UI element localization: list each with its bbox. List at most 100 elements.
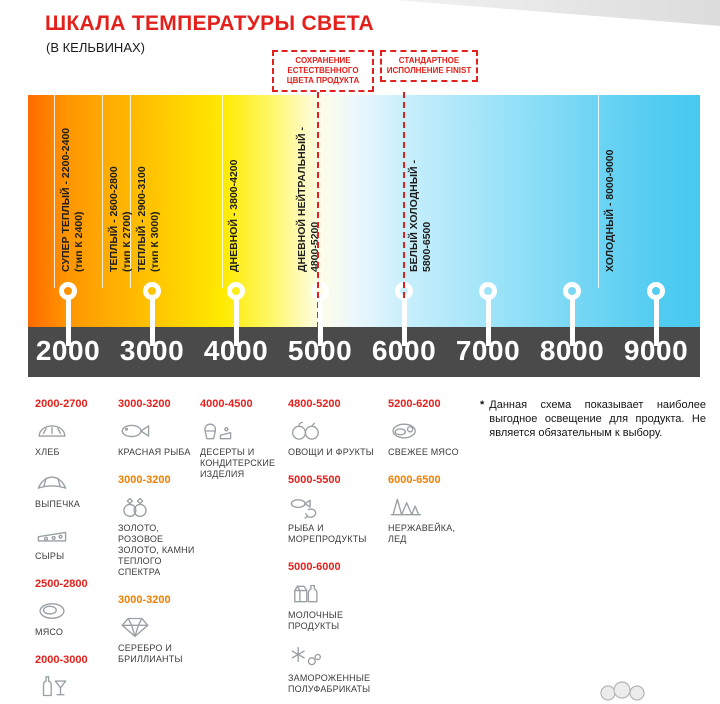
dairy-icon [288,581,376,607]
legend-item: ЗОЛОТО, РОЗОВОЕ ЗОЛОТО, КАМНИ ТЕПЛОГО СП… [118,494,198,578]
band-label-daylight: ДНЕВНОЙ - 3800-4200 [228,160,241,273]
band-label-text: ДНЕВНОЙ - 3800-4200 [228,159,240,273]
scale-marker-2000 [59,282,77,300]
alcohol-icon [35,674,115,700]
axis-value-6000: 6000 [371,335,437,366]
pastry-icon [35,470,115,496]
legend-item: МЯСО [35,598,115,638]
legend-item: ЗАМОРОЖЕННЫЕ ПОЛУФАБРИКАТЫ [288,644,376,695]
marker-stem [234,298,239,346]
legend-column-3: 4000-4500 ДЕСЕРТЫ И КОНДИТЕРСКИЕ ИЗДЕЛИЯ [200,394,284,492]
band-label-super-warm: СУПЕР ТЕПЛЫЙ - 2200-2400 (тип К 2400) [60,128,86,272]
gold-rings-icon [118,494,198,520]
axis-value-5000: 5000 [287,335,353,366]
legend-item: СЫРЫ [35,522,115,562]
band-label-sub: 5800-6500 [421,221,433,272]
corner-decoration [396,0,720,26]
page-title: ШКАЛА ТЕМПЕРАТУРЫ СВЕТА [45,12,374,35]
band-label-sub: 4800-5200 [309,221,321,272]
scale-marker-4000 [227,282,245,300]
band-label-sub: (тип К 3000) [149,211,161,272]
legend-item-label: МОЛОЧНЫЕ ПРОДУКТЫ [288,610,344,631]
range-heading: 6000-6500 [388,474,441,486]
fruits-icon [288,418,376,444]
legend-item: ОВОЩИ И ФРУКТЫ [288,418,376,458]
fish-icon [118,418,198,444]
range-heading: 2000-2700 [35,398,88,410]
scale-marker-8000 [563,282,581,300]
legend-item: КРАСНАЯ РЫБА [118,418,198,458]
diamond-icon [118,614,198,640]
legend-item-label: ХЛЕБ [35,447,60,457]
band-label-text: ХОЛОДНЫЙ - 8000-9000 [604,149,616,272]
seafood-icon [288,494,376,520]
marker-stem [654,298,659,346]
legend-item: ВЫПЕЧКА [35,470,115,510]
axis-value-2000: 2000 [35,335,101,366]
axis-value-7000: 7000 [455,335,521,366]
range-heading: 2000-3000 [35,654,88,666]
band-label-text: СУПЕР ТЕПЛЫЙ - 2200-2400 [60,127,72,272]
axis-value-4000: 4000 [203,335,269,366]
legend-item: МОЛОЧНЫЕ ПРОДУКТЫ [288,581,376,632]
marker-stem [486,298,491,346]
band-label-cool-white: БЕЛЫЙ ХОЛОДНЫЙ - 5800-6500 [408,160,434,272]
page-subtitle: (В КЕЛЬВИНАХ) [46,40,145,55]
marker-stem [402,298,407,346]
band-tick [598,95,599,288]
legend-item: НЕРЖАВЕЙКА, ЛЕД [388,494,472,545]
decorative-image-fragment [598,680,646,704]
scale-marker-3000 [143,282,161,300]
scale-marker-5000 [311,282,329,300]
band-label-warm-2700: ТЕПЛЫЙ - 2600-2800 (тип К 2700) [108,166,134,272]
temperature-gradient-bar [28,95,700,327]
legend-item: ХЛЕБ [35,418,115,458]
ice-icon [388,494,472,520]
range-heading: 5000-6000 [288,561,341,573]
legend-column-1: 2000-2700 ХЛЕБ ВЫПЕЧКА СЫРЫ 2500-2800 МЯ… [35,394,115,704]
range-heading: 2500-2800 [35,578,88,590]
band-tick [102,95,103,288]
range-heading: 3000-3200 [118,398,171,410]
bread-icon [35,418,115,444]
marker-stem [66,298,71,346]
callout-finist-standard: СТАНДАРТНОЕ ИСПОЛНЕНИЕ FINIST [380,50,478,82]
footnote-asterisk: * [480,399,485,411]
band-label-text: БЕЛЫЙ ХОЛОДНЫЙ - [408,160,420,272]
legend-item: АКОГОЛЬ [35,674,115,704]
footnote-text: Данная схема показывает наиболее выгодно… [489,399,706,439]
legend-item-label: РЫБА И МОРЕПРОДУКТЫ [288,523,367,544]
legend-item-label: КРАСНАЯ РЫБА [118,447,191,457]
legend-item-label: СВЕЖЕЕ МЯСО [388,447,459,457]
legend-item: ДЕСЕРТЫ И КОНДИТЕРСКИЕ ИЗДЕЛИЯ [200,418,284,480]
band-label-text: ТЕПЛЫЙ - 2600-2800 [108,166,120,272]
legend-item-label: СЫРЫ [35,551,65,561]
axis-value-8000: 8000 [539,335,605,366]
fresh-meat-icon [388,418,472,444]
legend-item-label: ВЫПЕЧКА [35,499,81,509]
callout-natural-color: СОХРАНЕНИЕ ЕСТЕСТВЕННОГО ЦВЕТА ПРОДУКТА [272,50,374,92]
range-heading: 5000-5500 [288,474,341,486]
range-heading: 3000-3200 [118,594,171,606]
band-label-sub: (тип К 2700) [121,211,133,272]
legend-item-label: ОВОЩИ И ФРУКТЫ [288,447,374,457]
range-heading: 3000-3200 [118,474,171,486]
meat-icon [35,598,115,624]
legend-item-label: ЗАМОРОЖЕННЫЕ ПОЛУФАБРИКАТЫ [288,673,371,694]
legend-item-label: СЕРЕБРО И БРИЛЛИАНТЫ [118,643,183,664]
marker-stem [570,298,575,346]
legend-column-4: 4800-5200 ОВОЩИ И ФРУКТЫ 5000-5500 РЫБА … [288,394,376,704]
kelvin-axis-bar [28,327,700,377]
legend-item-label: ДЕСЕРТЫ И КОНДИТЕРСКИЕ ИЗДЕЛИЯ [200,447,276,479]
scale-marker-9000 [647,282,665,300]
dashed-marker-line-5000 [317,92,319,338]
band-label-text: ТЕПЛЫЙ - 2900-3100 [136,166,148,272]
band-label-text: ДНЕВНОЙ НЕЙТРАЛЬНЫЙ - [296,127,308,272]
band-label-warm-3000: ТЕПЛЫЙ - 2900-3100 (тип К 3000) [136,166,162,272]
band-label-cold: ХОЛОДНЫЙ - 8000-9000 [604,150,617,272]
marker-stem [150,298,155,346]
legend-item: СВЕЖЕЕ МЯСО [388,418,472,458]
marker-stem [318,298,323,346]
legend-column-5: 5200-6200 СВЕЖЕЕ МЯСО 6000-6500 НЕРЖАВЕЙ… [388,394,472,557]
